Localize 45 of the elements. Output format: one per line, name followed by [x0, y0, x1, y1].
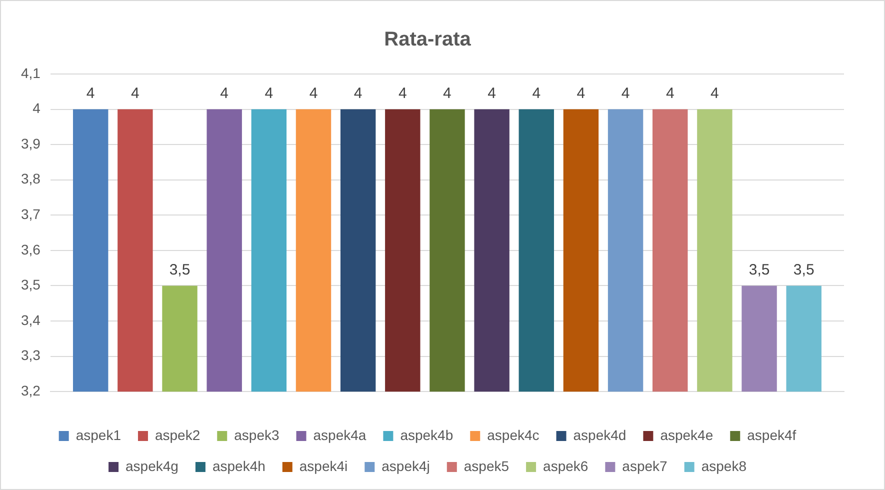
y-tick-label: 3,5 [20, 276, 41, 293]
data-label: 4 [309, 84, 318, 102]
data-label: 4 [264, 84, 274, 102]
legend-label: aspek4b [400, 426, 454, 443]
legend-label: aspek4i [299, 458, 348, 474]
data-label: 4 [131, 84, 140, 102]
data-label: 3,5 [793, 261, 814, 278]
y-tick-label: 3,7 [20, 206, 41, 222]
legend-label: aspek7 [622, 458, 668, 474]
y-tick-label: 4,1 [20, 64, 41, 81]
y-tick-label: 3,6 [20, 241, 41, 258]
legend-label: aspek4h [212, 458, 266, 474]
data-label: 4 [710, 84, 719, 102]
data-label: 3,5 [748, 261, 770, 278]
legend-label: aspek1 [76, 426, 122, 443]
legend-label: aspek4j [382, 458, 430, 474]
chart-title: Rata-rata [384, 28, 472, 51]
y-tick-label: 4 [32, 100, 41, 116]
legend-label: aspek4f [747, 426, 796, 443]
legend-label: aspek4e [660, 426, 714, 443]
y-tick-label: 3,3 [20, 347, 41, 364]
legend-label: aspek8 [701, 458, 747, 474]
legend-label: aspek5 [464, 458, 510, 474]
legend-label: aspek2 [154, 426, 200, 443]
data-label: 4 [354, 84, 362, 102]
data-label: 4 [666, 84, 674, 102]
data-label: 4 [576, 84, 586, 102]
data-label: 4 [220, 84, 229, 102]
legend-label: aspek4d [573, 426, 626, 443]
y-tick-label: 3,9 [20, 135, 41, 152]
data-label: 4 [398, 84, 407, 102]
y-tick-label: 3,4 [20, 312, 41, 328]
legend-label: aspek3 [234, 426, 280, 443]
data-label: 4 [532, 84, 541, 102]
legend-label: aspek6 [543, 458, 588, 474]
data-label: 4 [86, 84, 95, 102]
legend-label: aspek4g [126, 458, 178, 474]
data-label: 4 [443, 84, 452, 102]
data-label: 4 [488, 84, 496, 102]
legend-label: aspek4c [487, 426, 540, 443]
y-tick-label: 3,8 [20, 170, 41, 187]
y-tick-label: 3,2 [20, 382, 41, 398]
data-label: 4 [621, 84, 630, 102]
legend-label: aspek4a [313, 426, 366, 443]
data-label: 3,5 [169, 261, 190, 278]
